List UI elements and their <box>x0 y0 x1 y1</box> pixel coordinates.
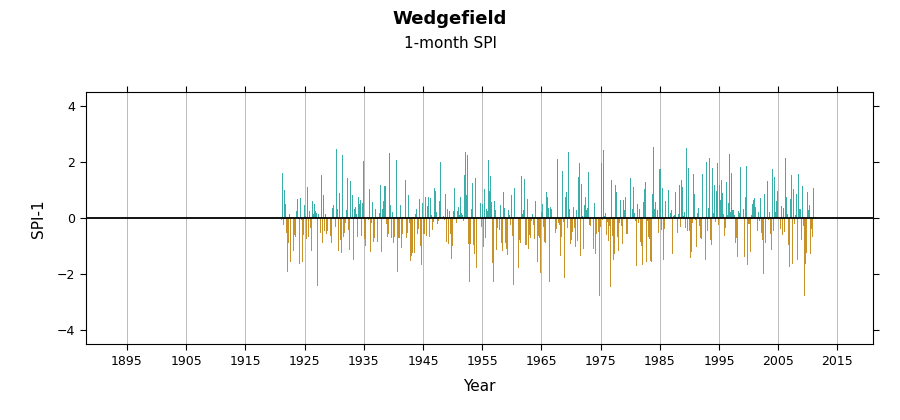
Text: Wedgefield: Wedgefield <box>392 10 508 29</box>
X-axis label: Year: Year <box>463 379 496 394</box>
Y-axis label: SPI-1: SPI-1 <box>31 199 46 238</box>
Text: 1-month SPI: 1-month SPI <box>403 36 497 51</box>
